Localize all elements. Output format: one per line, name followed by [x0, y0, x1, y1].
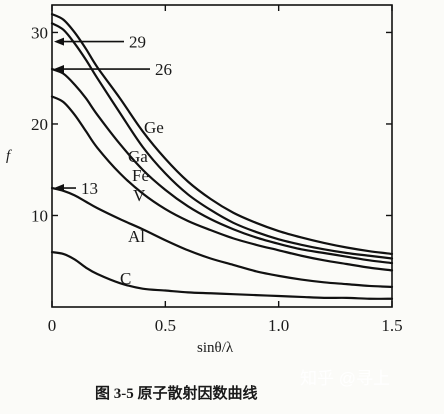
x-tick-label-2: 1.0: [268, 316, 289, 335]
series-label-Fe: Fe: [132, 166, 149, 185]
x-tick-label-1: 0.5: [155, 316, 176, 335]
y-tick-label-2: 30: [31, 23, 48, 42]
series-line-Al: [50, 186, 394, 288]
plot-frame: [51, 4, 393, 308]
y-tick-label-1: 20: [31, 115, 48, 134]
watermark: 知乎 @寻上: [300, 369, 390, 388]
series-label-Al: Al: [128, 227, 145, 246]
y-axis-label: f: [6, 148, 12, 164]
series-label-Ge: Ge: [144, 118, 164, 137]
series-line-C: [50, 250, 394, 300]
series-line-Ge: [50, 13, 394, 256]
axes: 0 0.5 1.0 1.5 10 20 30: [31, 4, 403, 335]
annotation-arrowhead-13: [54, 184, 64, 193]
watermark-text: 知乎 @寻上: [300, 369, 390, 388]
series-label-V: V: [133, 186, 146, 205]
annotation-label-26: 26: [155, 60, 172, 79]
x-tick-label-3: 1.5: [381, 316, 402, 335]
series-line-Ga: [50, 22, 394, 260]
annotation-label-29: 29: [129, 33, 146, 52]
series-label-Ga: Ga: [128, 147, 148, 166]
series-line-Fe: [50, 67, 394, 265]
figure-caption: 图 3-5 原子散射因数曲线: [95, 384, 258, 402]
annotation-arrowhead-29: [54, 37, 64, 46]
annotation-label-13: 13: [81, 179, 98, 198]
x-axis-label: sinθ/λ: [197, 340, 234, 356]
x-tick-label-0: 0: [48, 316, 57, 335]
annotation-arrowhead-26: [54, 65, 64, 74]
curves: [50, 13, 394, 300]
series-label-C: C: [120, 269, 131, 288]
annotation-arrows: 29 26 13: [54, 33, 172, 198]
series-line-V: [50, 95, 394, 272]
y-tick-label-0: 10: [31, 206, 48, 225]
